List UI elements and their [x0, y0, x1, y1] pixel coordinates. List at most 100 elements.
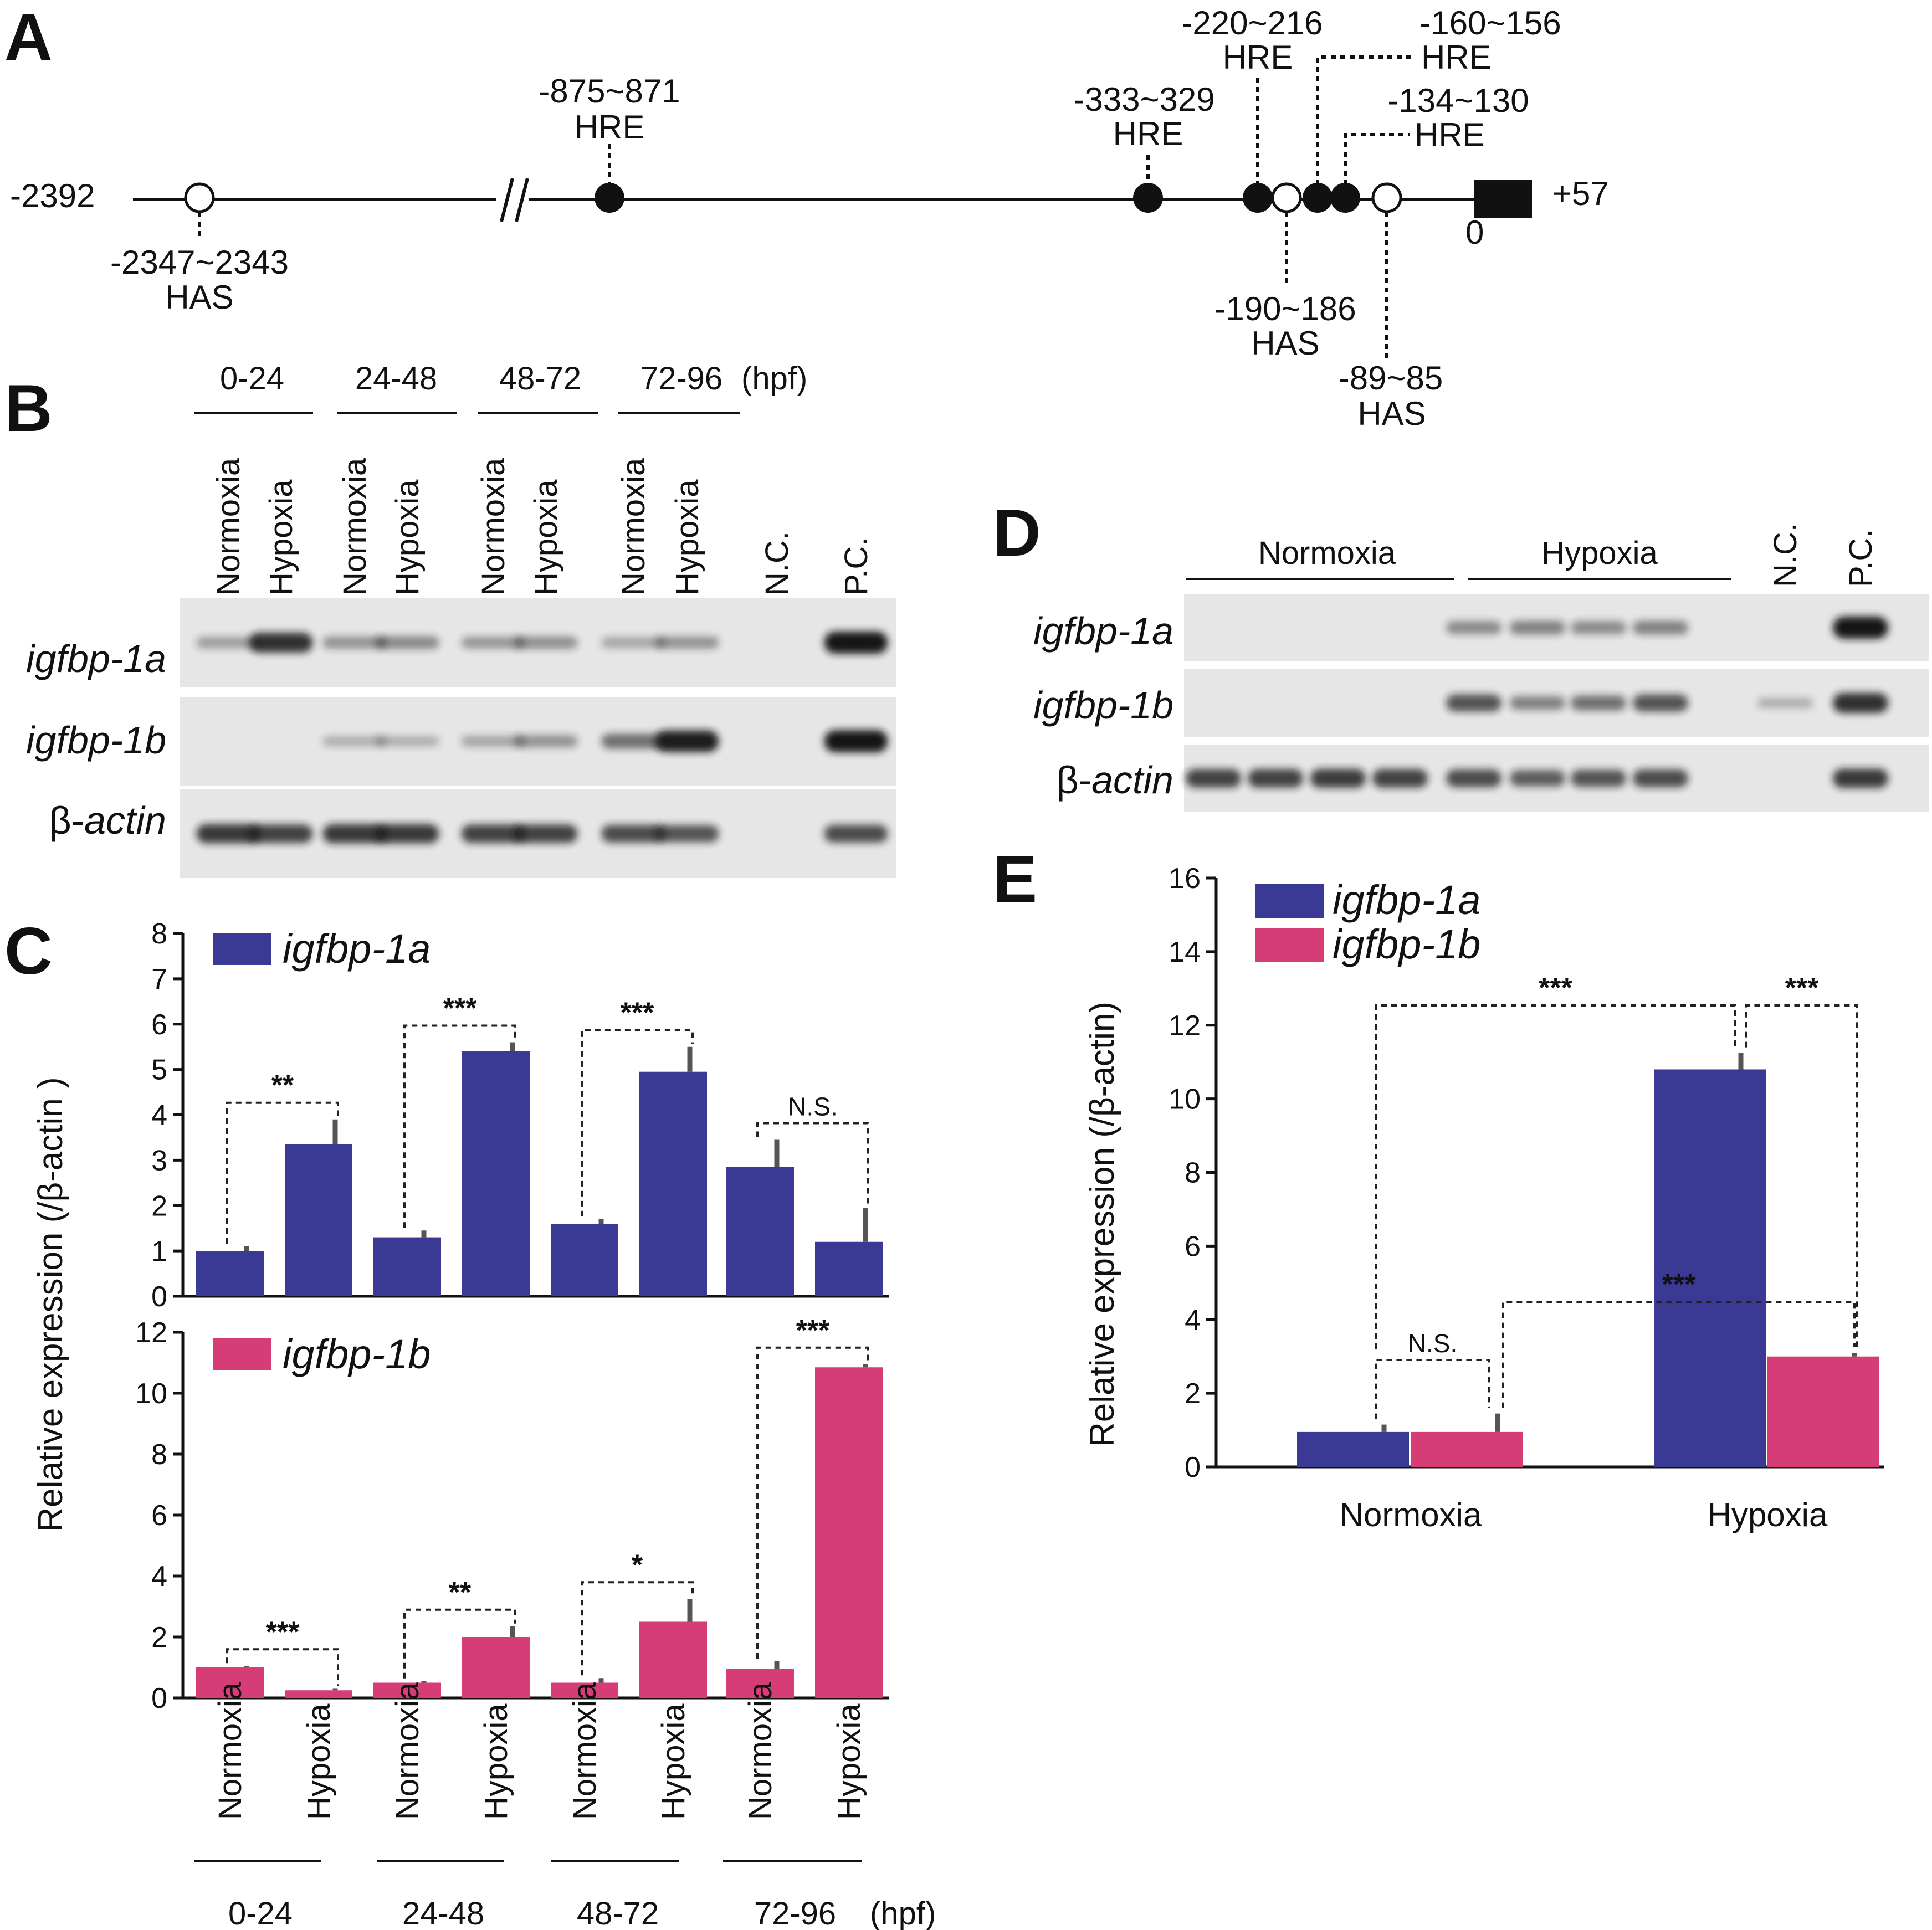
lane-label: Hypoxia	[263, 479, 299, 596]
group-label: 0-24	[220, 361, 284, 397]
gel-band	[461, 824, 525, 843]
promoter-start-label: -2392	[10, 177, 95, 214]
gel-band	[1571, 695, 1626, 711]
gel-band	[461, 637, 525, 649]
gel-band	[824, 730, 888, 752]
legend-swatch	[1255, 928, 1324, 962]
significance-bracket	[581, 1581, 694, 1676]
group-label: 48-72	[499, 361, 581, 397]
legend-swatch	[1255, 884, 1324, 918]
lane-label: Normoxia	[616, 458, 652, 596]
gel-band	[375, 824, 439, 844]
bar	[1297, 1431, 1409, 1467]
group-unit-label: (hpf)	[741, 361, 807, 397]
significance-bracket	[226, 1101, 339, 1244]
element-position: -2347~2343	[110, 244, 289, 281]
x-tick-label: Normoxia	[212, 1682, 248, 1820]
y-tick-label: 2	[151, 1621, 167, 1654]
x-tick-label: Hypoxia	[831, 1703, 867, 1820]
bar	[373, 1682, 441, 1698]
significance-label: ***	[1785, 972, 1819, 1004]
x-axis-unit: (hpf)	[870, 1896, 936, 1930]
gel-band	[655, 637, 719, 649]
bar	[285, 1144, 352, 1296]
break-mark	[500, 178, 514, 222]
chart-hypoxia-comparison: 0 2 4 6 8 10 12 14 16 Normoxia Hypoxia N.S. *** *** **…	[1169, 863, 1884, 1533]
x-tick-label: Normoxia	[1340, 1496, 1482, 1533]
element-leader	[1344, 133, 1410, 185]
lane-label: Normoxia	[211, 458, 247, 596]
gel-band	[514, 636, 578, 649]
panel-e: E Relative expression (/β-actin) 0 2 4 6 8 10…	[993, 842, 1884, 1533]
significance-label: ***	[1662, 1269, 1696, 1301]
x-tick-label: Hypoxia	[655, 1703, 691, 1820]
gel-image-b	[180, 598, 896, 878]
bar	[815, 1367, 883, 1698]
gene-name: actin	[84, 799, 166, 842]
y-axis-label: Relative expression (/β-actin)	[1083, 1002, 1121, 1447]
lane-label: Hypoxia	[528, 479, 564, 596]
element-position: -875~871	[539, 73, 680, 110]
gel-band	[1310, 768, 1366, 788]
gel-band	[249, 824, 313, 843]
gel-band	[322, 736, 387, 746]
panel-c: C Relative expression (/β-actin ) 012345…	[4, 914, 936, 1930]
lane-label: P.C.	[1843, 529, 1879, 587]
exon-box	[1474, 180, 1532, 218]
bar	[639, 1621, 707, 1698]
element-position: -134~130	[1387, 82, 1529, 119]
hre-site-marker	[1133, 183, 1163, 213]
x-group-label: 72-96	[754, 1896, 836, 1930]
y-tick-label: 4	[1185, 1304, 1201, 1336]
element-type: HAS	[165, 279, 233, 316]
y-tick-label: 3	[151, 1144, 167, 1177]
gel-band	[1833, 768, 1888, 788]
element-position: -333~329	[1073, 81, 1214, 118]
y-tick-label: 6	[1185, 1230, 1201, 1262]
gel-band	[1571, 769, 1626, 787]
y-tick-label: 8	[1185, 1157, 1201, 1189]
gel-band	[1446, 621, 1501, 634]
significance-bracket	[1375, 1359, 1490, 1419]
gel-row-label: igfbp-1a	[26, 637, 166, 680]
group-label: 72-96	[640, 361, 722, 397]
y-tick-label: 1	[151, 1235, 167, 1267]
y-tick-label: 6	[151, 1500, 167, 1532]
bar	[462, 1051, 530, 1296]
break-mark	[515, 178, 529, 222]
gel-band	[249, 632, 313, 653]
element-type: HAS	[1357, 395, 1426, 432]
legend-label: igfbp-1b	[1333, 921, 1480, 967]
significance-label: N.S.	[1408, 1329, 1457, 1358]
element-leader	[1316, 55, 1416, 185]
gel-band	[322, 637, 387, 649]
gel-band	[655, 730, 719, 752]
lane-label: Hypoxia	[669, 479, 705, 596]
y-tick-label: 8	[151, 918, 167, 950]
bar	[462, 1637, 530, 1698]
gel-band	[461, 736, 525, 747]
gel-band	[1757, 698, 1813, 708]
significance-bracket	[226, 1648, 339, 1686]
element-type: HRE	[1415, 116, 1485, 153]
gel-band	[1510, 770, 1565, 787]
lane-label: P.C.	[838, 537, 874, 596]
lane-labels: N.C. P.C.	[1767, 523, 1879, 587]
gel-band	[1186, 769, 1241, 788]
significance-bracket	[403, 1608, 516, 1679]
group-label: Hypoxia	[1541, 535, 1658, 571]
gel-row-label: igfbp-1b	[26, 718, 166, 762]
bar	[285, 1690, 352, 1698]
gel-band	[601, 637, 665, 648]
element-type: HRE	[1421, 39, 1492, 76]
y-tick-label: 8	[151, 1439, 167, 1471]
significance-label: ***	[796, 1315, 830, 1347]
significance-label: *	[632, 1549, 643, 1581]
gene-prefix: β-	[49, 799, 85, 842]
bar	[196, 1251, 264, 1296]
gel-band	[196, 824, 260, 844]
significance-label: **	[271, 1070, 294, 1102]
y-tick-label: 10	[1169, 1084, 1201, 1116]
gel-band	[196, 637, 260, 649]
